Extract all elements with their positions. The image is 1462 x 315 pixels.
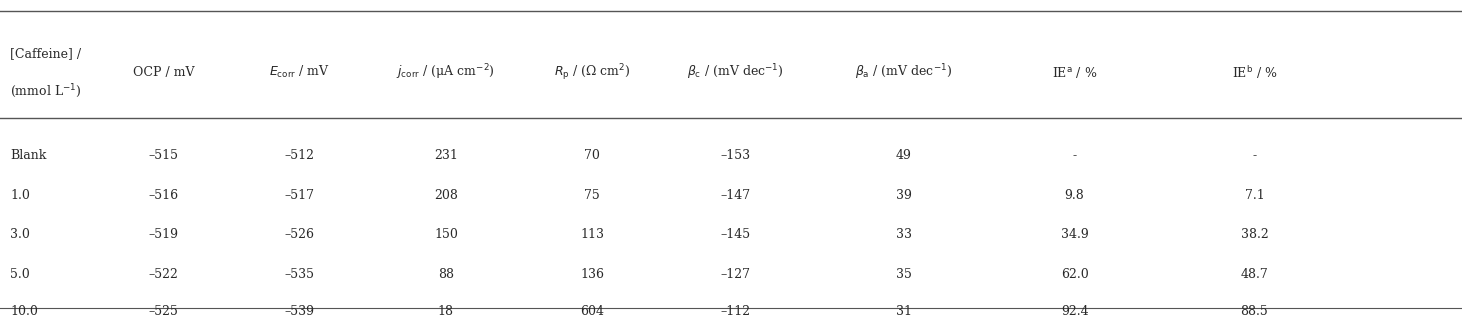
- Text: $j_{\mathrm{corr}}$ / (μA cm$^{-2}$): $j_{\mathrm{corr}}$ / (μA cm$^{-2}$): [396, 63, 496, 82]
- Text: 49: 49: [896, 149, 911, 163]
- Text: 38.2: 38.2: [1241, 228, 1268, 241]
- Text: [Caffeine] /: [Caffeine] /: [10, 47, 82, 60]
- Text: –153: –153: [721, 149, 750, 163]
- Text: 88.5: 88.5: [1241, 305, 1268, 315]
- Text: 113: 113: [580, 228, 604, 241]
- Text: 231: 231: [434, 149, 458, 163]
- Text: 88: 88: [439, 267, 453, 281]
- Text: 3.0: 3.0: [10, 228, 31, 241]
- Text: $E_{\mathrm{corr}}$ / mV: $E_{\mathrm{corr}}$ / mV: [269, 64, 330, 81]
- Text: 208: 208: [434, 189, 458, 202]
- Text: –516: –516: [149, 189, 178, 202]
- Text: –112: –112: [721, 305, 750, 315]
- Text: –519: –519: [149, 228, 178, 241]
- Text: 7.1: 7.1: [1244, 189, 1265, 202]
- Text: $\beta_{\mathrm{c}}$ / (mV dec$^{-1}$): $\beta_{\mathrm{c}}$ / (mV dec$^{-1}$): [687, 63, 784, 82]
- Text: 604: 604: [580, 305, 604, 315]
- Text: (mmol L$^{-1}$): (mmol L$^{-1}$): [10, 83, 82, 100]
- Text: 31: 31: [896, 305, 911, 315]
- Text: 34.9: 34.9: [1061, 228, 1088, 241]
- Text: $\beta_{\mathrm{a}}$ / (mV dec$^{-1}$): $\beta_{\mathrm{a}}$ / (mV dec$^{-1}$): [855, 63, 952, 82]
- Text: 5.0: 5.0: [10, 267, 31, 281]
- Text: IE$^{\mathrm{a}}$ / %: IE$^{\mathrm{a}}$ / %: [1053, 65, 1096, 80]
- Text: 70: 70: [585, 149, 599, 163]
- Text: –535: –535: [285, 267, 314, 281]
- Text: 39: 39: [896, 189, 911, 202]
- Text: –515: –515: [149, 149, 178, 163]
- Text: –512: –512: [285, 149, 314, 163]
- Text: 48.7: 48.7: [1241, 267, 1268, 281]
- Text: 18: 18: [439, 305, 453, 315]
- Text: 9.8: 9.8: [1064, 189, 1085, 202]
- Text: 1.0: 1.0: [10, 189, 31, 202]
- Text: 150: 150: [434, 228, 458, 241]
- Text: OCP / mV: OCP / mV: [133, 66, 194, 79]
- Text: –525: –525: [149, 305, 178, 315]
- Text: 92.4: 92.4: [1061, 305, 1088, 315]
- Text: –145: –145: [721, 228, 750, 241]
- Text: -: -: [1253, 149, 1256, 163]
- Text: 10.0: 10.0: [10, 305, 38, 315]
- Text: 35: 35: [896, 267, 911, 281]
- Text: $R_{\mathrm{p}}$ / (Ω cm$^{2}$): $R_{\mathrm{p}}$ / (Ω cm$^{2}$): [554, 62, 630, 83]
- Text: Blank: Blank: [10, 149, 47, 163]
- Text: –539: –539: [285, 305, 314, 315]
- Text: 136: 136: [580, 267, 604, 281]
- Text: 33: 33: [896, 228, 911, 241]
- Text: 75: 75: [585, 189, 599, 202]
- Text: IE$^{\mathrm{b}}$ / %: IE$^{\mathrm{b}}$ / %: [1231, 64, 1278, 81]
- Text: –517: –517: [285, 189, 314, 202]
- Text: –522: –522: [149, 267, 178, 281]
- Text: 62.0: 62.0: [1061, 267, 1088, 281]
- Text: –526: –526: [285, 228, 314, 241]
- Text: –127: –127: [721, 267, 750, 281]
- Text: –147: –147: [721, 189, 750, 202]
- Text: -: -: [1073, 149, 1076, 163]
